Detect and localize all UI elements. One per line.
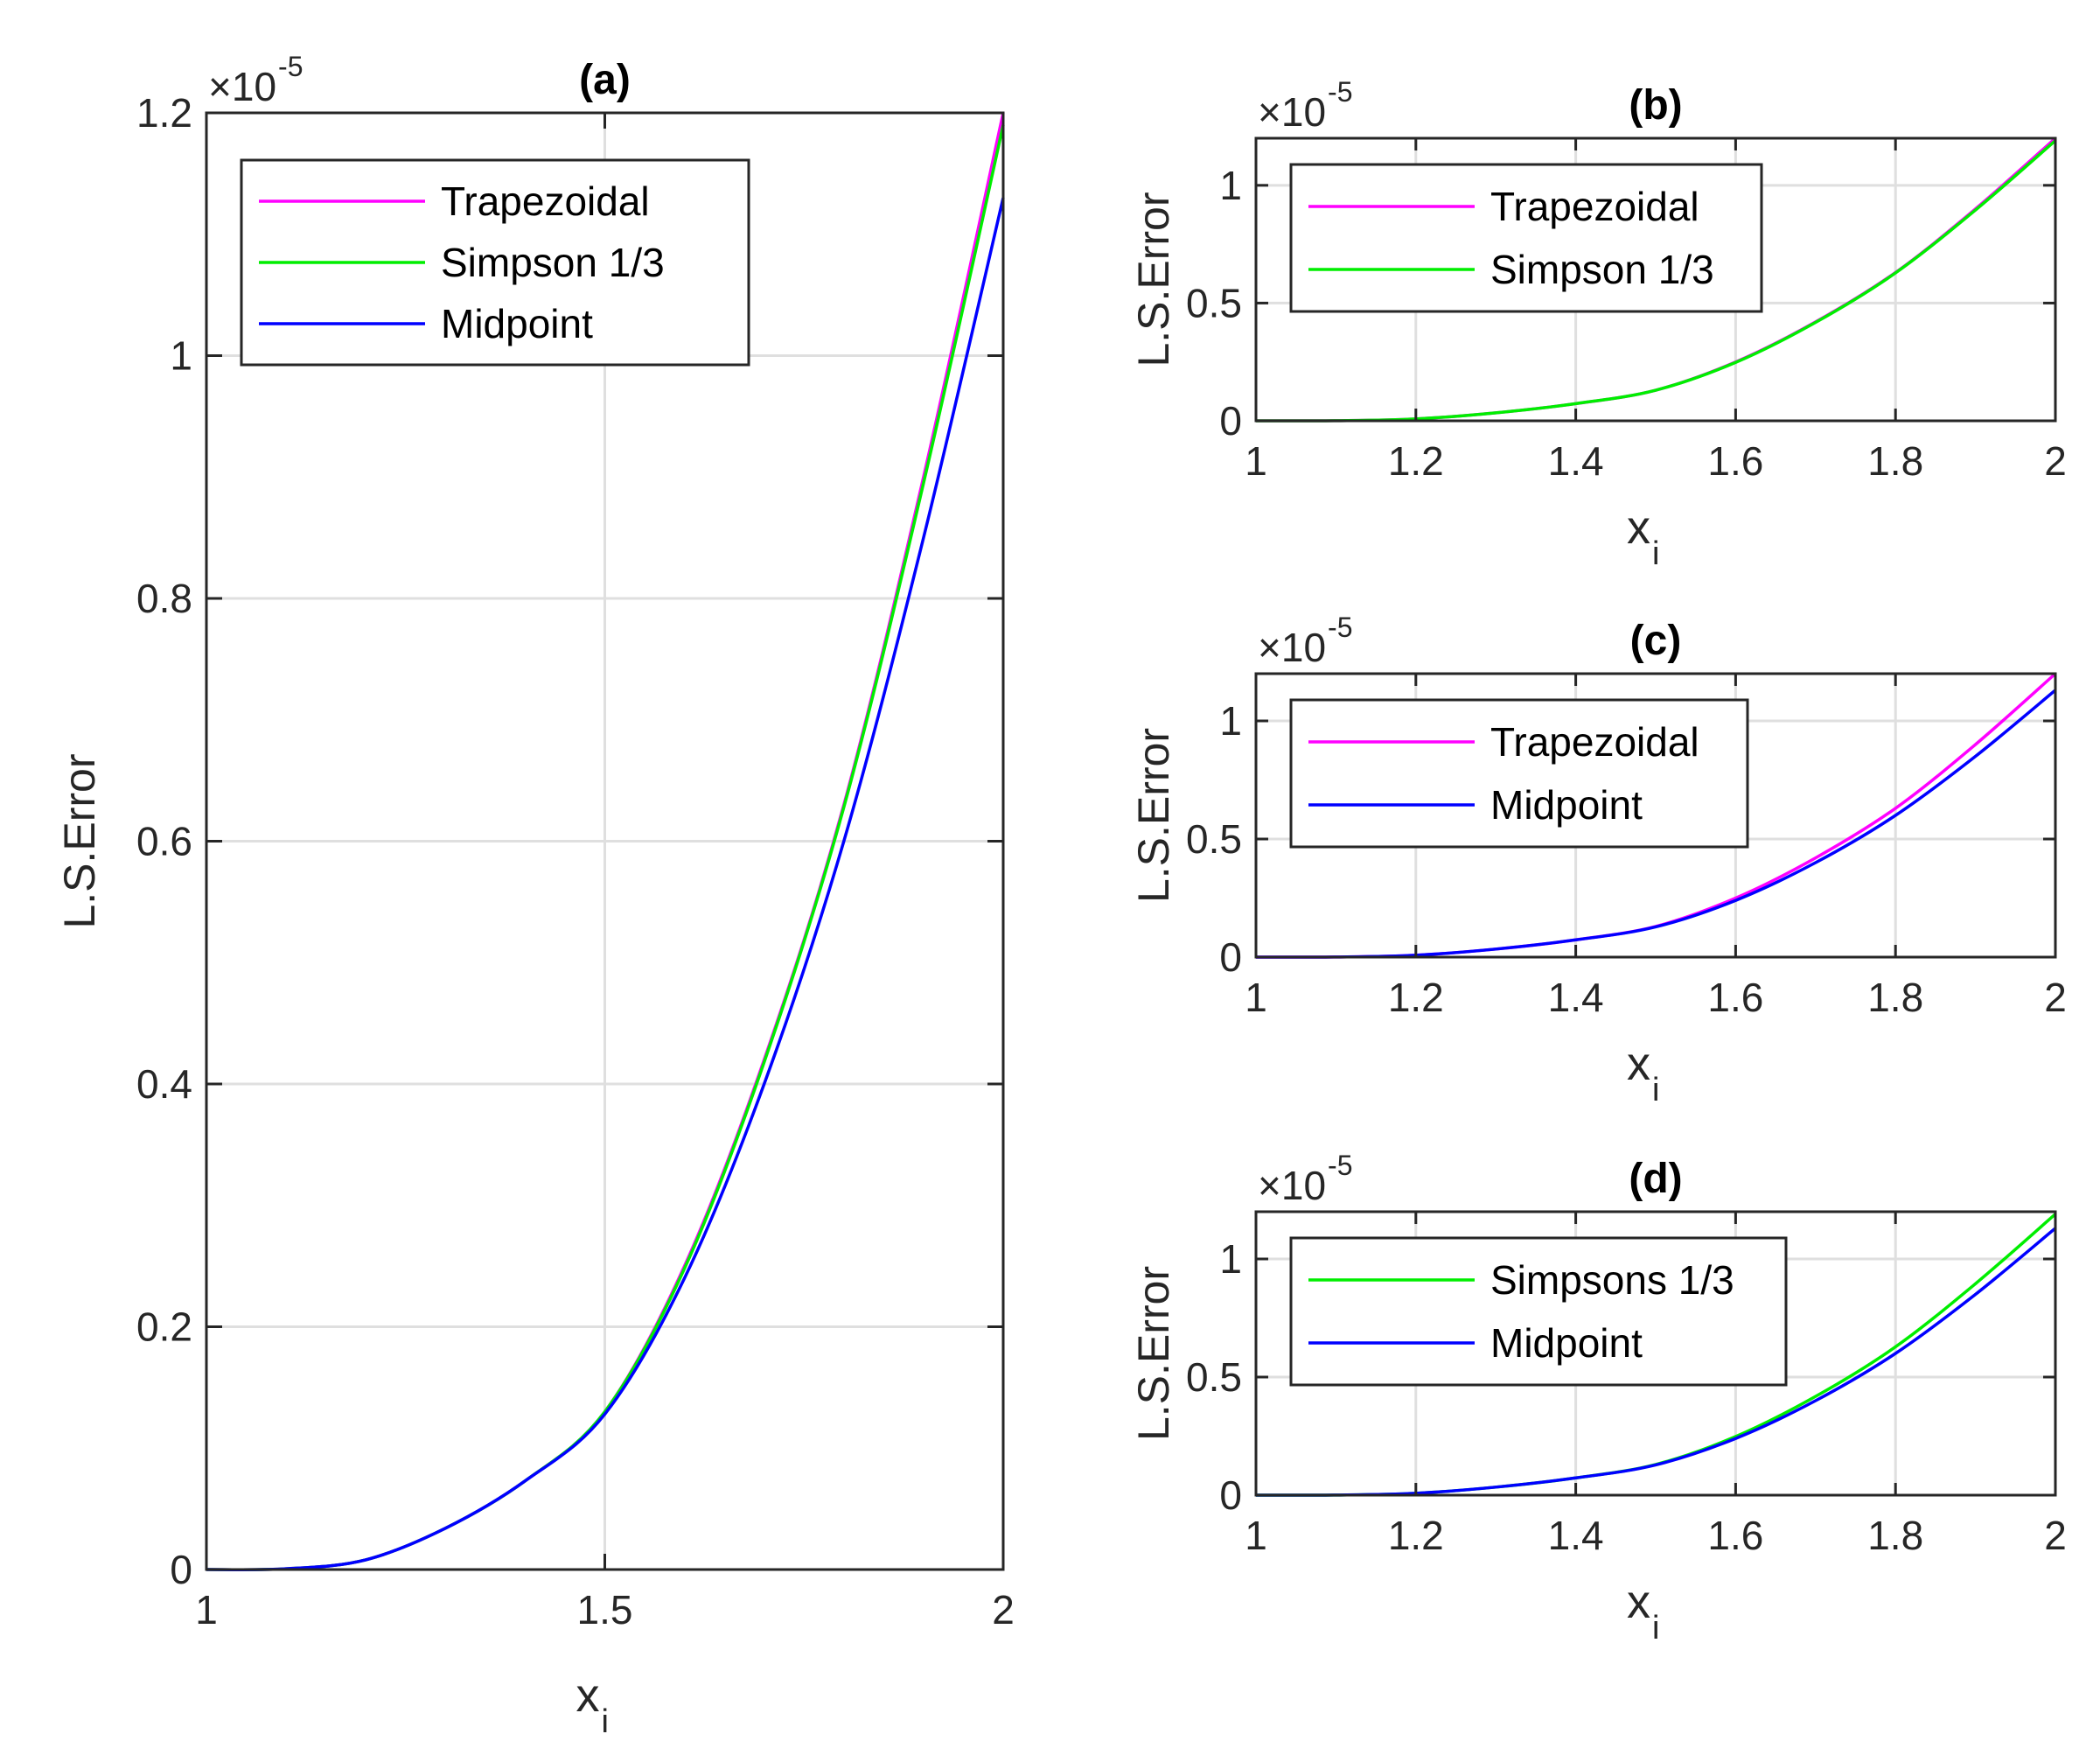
legend: Simpsons 1/3 Midpoint xyxy=(1289,1236,1788,1387)
y-tick-label: 1 xyxy=(1219,1236,1242,1282)
y-tick-label: 1.2 xyxy=(136,90,192,136)
panel-c: 1 1.2 1.4 1.6 1.8 2 0 0.5 1 ×10 -5 (c) L.S.Error x i Tr… xyxy=(1129,612,2067,1108)
x-tick-label: 1.5 xyxy=(577,1587,633,1633)
y-tick-label: 0.4 xyxy=(136,1061,192,1107)
y-multiplier-exponent: -5 xyxy=(1328,76,1352,108)
legend-label: Simpsons 1/3 xyxy=(1490,1257,1734,1303)
legend: Trapezoidal Simpson 1/3 xyxy=(1289,163,1763,313)
y-multiplier-exponent: -5 xyxy=(1328,612,1352,643)
y-multiplier-exponent: -5 xyxy=(1328,1150,1352,1181)
y-axis-label: L.S.Error xyxy=(1129,1266,1178,1441)
panel-title: (c) xyxy=(1630,618,1682,664)
panel-a: 1 1.5 2 0 0.2 0.4 0.6 0.8 1 1.2 ×10 -5 (a) L.S.Error x… xyxy=(55,51,1015,1740)
panel-d: 1 1.2 1.4 1.6 1.8 2 0 0.5 1 ×10 -5 (d) L.S.Error x i Si… xyxy=(1129,1150,2067,1647)
x-tick-label: 1.4 xyxy=(1548,438,1604,484)
x-tick-label: 1.4 xyxy=(1548,1513,1604,1558)
x-tick-label: 1.4 xyxy=(1548,975,1604,1020)
y-tick-label: 0 xyxy=(1219,1472,1242,1518)
x-tick-label: 1.8 xyxy=(1867,438,1923,484)
y-tick-label: 0.8 xyxy=(136,576,192,621)
x-tick-label: 1 xyxy=(1245,975,1267,1020)
panel-title: (d) xyxy=(1629,1156,1682,1202)
y-multiplier: ×10 xyxy=(1258,625,1326,670)
x-axis-label: x xyxy=(1627,501,1650,554)
y-tick-label: 0.5 xyxy=(1186,816,1242,862)
legend-box xyxy=(1289,1236,1788,1387)
x-axis-label-subscript: i xyxy=(602,1703,609,1740)
x-tick-label: 1.8 xyxy=(1867,975,1923,1020)
panel-b: 1 1.2 1.4 1.6 1.8 2 0 0.5 1 ×10 -5 (b) L.S.Error x i Tr… xyxy=(1129,76,2067,572)
x-axis-label: x xyxy=(576,1669,600,1722)
y-tick-label: 0.6 xyxy=(136,819,192,864)
x-tick-label: 1.6 xyxy=(1707,438,1763,484)
legend-box xyxy=(1289,698,1749,849)
axes-frame xyxy=(1254,136,2057,423)
legend-label: Trapezoidal xyxy=(1490,719,1699,765)
legend: Trapezoidal Midpoint xyxy=(1289,698,1749,849)
x-tick-label: 1.6 xyxy=(1707,1513,1763,1558)
x-tick-label: 1 xyxy=(1245,438,1267,484)
x-axis-label-subscript: i xyxy=(1652,1072,1659,1108)
y-axis-label: L.S.Error xyxy=(1129,728,1178,903)
legend-label: Midpoint xyxy=(441,301,593,346)
series-line-midpoint xyxy=(206,197,1005,1571)
y-tick-label: 0 xyxy=(1219,398,1242,444)
x-tick-label: 2 xyxy=(2044,975,2067,1020)
y-tick-label: 0 xyxy=(170,1547,192,1592)
x-axis-label-subscript: i xyxy=(1652,535,1659,572)
y-axis-label: L.S.Error xyxy=(55,753,104,928)
x-axis-label: x xyxy=(1627,1576,1650,1628)
x-axis-label-subscript: i xyxy=(1652,1610,1659,1647)
y-multiplier: ×10 xyxy=(1258,1163,1326,1208)
legend-label: Trapezoidal xyxy=(1490,184,1699,229)
panel-title: (a) xyxy=(579,57,631,103)
legend-label: Midpoint xyxy=(1490,782,1643,828)
panel-title: (b) xyxy=(1629,82,1682,129)
y-tick-label: 0.2 xyxy=(136,1304,192,1350)
x-tick-label: 1.2 xyxy=(1388,438,1444,484)
x-tick-label: 2 xyxy=(2044,438,2067,484)
x-tick-label: 2 xyxy=(992,1587,1015,1633)
y-tick-label: 0 xyxy=(1219,934,1242,980)
y-multiplier-exponent: -5 xyxy=(278,51,303,82)
x-tick-label: 1.2 xyxy=(1388,1513,1444,1558)
y-tick-label: 0.5 xyxy=(1186,280,1242,325)
x-tick-label: 1.2 xyxy=(1388,975,1444,1020)
legend-box xyxy=(1289,163,1763,313)
y-multiplier: ×10 xyxy=(208,64,276,109)
legend-label: Simpson 1/3 xyxy=(1490,247,1714,292)
x-tick-label: 2 xyxy=(2044,1513,2067,1558)
y-tick-label: 1 xyxy=(170,333,192,379)
y-multiplier: ×10 xyxy=(1258,89,1326,135)
legend-label: Simpson 1/3 xyxy=(441,240,665,285)
y-tick-label: 1 xyxy=(1219,698,1242,744)
legend: Trapezoidal Simpson 1/3 Midpoint xyxy=(240,158,750,367)
legend-label: Midpoint xyxy=(1490,1320,1643,1366)
legend-label: Trapezoidal xyxy=(441,178,650,224)
axes-frame xyxy=(1254,672,2057,959)
y-tick-label: 1 xyxy=(1219,163,1242,208)
axes-frame xyxy=(1254,1210,2057,1497)
y-tick-label: 0.5 xyxy=(1186,1354,1242,1400)
x-tick-label: 1.8 xyxy=(1867,1513,1923,1558)
x-axis-label: x xyxy=(1627,1038,1650,1090)
x-tick-label: 1 xyxy=(195,1587,218,1633)
y-axis-label: L.S.Error xyxy=(1129,192,1178,367)
x-tick-label: 1 xyxy=(1245,1513,1267,1558)
x-tick-label: 1.6 xyxy=(1707,975,1763,1020)
